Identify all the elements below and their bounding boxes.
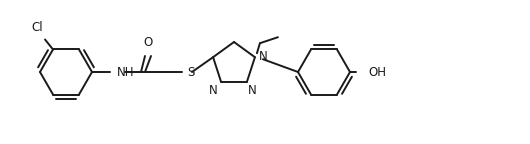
Text: O: O xyxy=(144,36,153,49)
Text: S: S xyxy=(187,66,195,78)
Text: Cl: Cl xyxy=(31,21,43,34)
Text: N: N xyxy=(259,50,268,63)
Text: OH: OH xyxy=(368,66,386,78)
Text: NH: NH xyxy=(117,66,135,78)
Text: N: N xyxy=(248,84,257,97)
Text: N: N xyxy=(209,84,218,97)
